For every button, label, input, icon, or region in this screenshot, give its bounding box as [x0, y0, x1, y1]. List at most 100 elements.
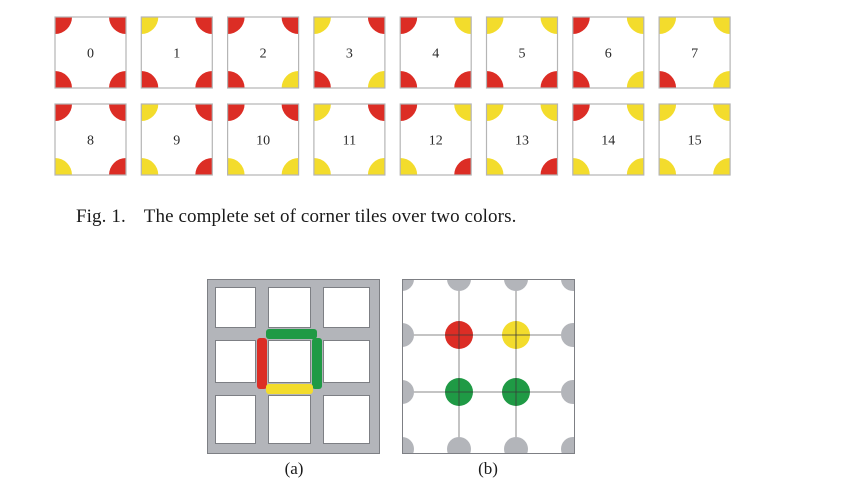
tile-corner: [109, 158, 126, 175]
vertex-disc: [402, 380, 414, 404]
tile-border: [227, 103, 300, 176]
tile-corner: [454, 17, 472, 34]
corner-tile: 12: [399, 103, 472, 176]
edge-tile-diagram: [207, 279, 380, 454]
tile-corner: [227, 17, 245, 34]
tile-corner: [55, 158, 72, 175]
tile-corner: [141, 17, 159, 34]
corner-tile: 4: [399, 16, 472, 89]
tile-corner: [195, 158, 213, 175]
vertex-disc: [561, 323, 575, 347]
vertex-disc: [561, 380, 575, 404]
edge-right: [312, 338, 322, 389]
tile-number: 13: [515, 134, 529, 149]
corner-tile: 3: [313, 16, 386, 89]
vertex-grid: [402, 279, 575, 454]
grid-cell: [215, 395, 256, 444]
tile-corner: [141, 158, 159, 175]
corner-tile: 8: [54, 103, 127, 176]
grid-cell: [215, 340, 256, 383]
tile-corner: [281, 104, 299, 121]
tile-corner: [281, 71, 299, 88]
corner-tile: 11: [313, 103, 386, 176]
tile-corner: [313, 71, 331, 88]
tile-corner: [572, 71, 590, 88]
tile-corner: [572, 17, 590, 34]
subfigure-label-a: (a): [284, 459, 304, 478]
grid-cell: [215, 287, 256, 328]
tile-corner: [626, 158, 644, 175]
tile-corner: [109, 71, 126, 88]
tile-corner: [486, 71, 504, 88]
tile-border: [399, 16, 472, 89]
grid-frame: [207, 279, 380, 454]
tile-border: [485, 103, 559, 176]
tile-border: [140, 16, 213, 89]
tile-corner: [195, 104, 213, 121]
tile-corner: [540, 158, 558, 175]
tile-corner: [195, 71, 213, 88]
tile-number: 11: [343, 134, 356, 149]
tile-corner: [659, 104, 677, 121]
tile-number: 8: [87, 134, 94, 149]
tile-corner: [313, 104, 331, 121]
vertex-disc: [402, 437, 414, 454]
tile-corner: [626, 71, 644, 88]
tile-number: 7: [691, 47, 698, 62]
tile-corner: [141, 71, 159, 88]
tile-corner: [454, 71, 472, 88]
tile-corner: [572, 158, 590, 175]
grid-cell: [323, 340, 370, 383]
corner-tile: 5: [485, 16, 559, 89]
tile-corner: [540, 71, 558, 88]
tile-corner: [367, 17, 385, 34]
tile-border: [54, 103, 127, 176]
edge-left: [257, 338, 267, 389]
tile-corner: [626, 104, 644, 121]
corner-tile: 6: [572, 16, 645, 89]
tile-corner: [55, 71, 72, 88]
tile-number: 4: [432, 47, 439, 62]
tile-border: [485, 16, 559, 89]
grid-cell: [268, 340, 311, 383]
corner-tile: 1: [140, 16, 213, 89]
tile-corner: [713, 104, 731, 121]
tile-border: [658, 16, 731, 89]
caption-number: Fig. 1.: [76, 206, 126, 227]
tile-corner: [486, 104, 504, 121]
tile-corner: [109, 104, 126, 121]
corner-tile: 15: [658, 103, 731, 176]
tile-number: 15: [688, 134, 702, 149]
tile-border: [658, 103, 731, 176]
tile-number: 12: [429, 134, 443, 149]
grid-cell: [268, 395, 311, 444]
tile-corner: [626, 17, 644, 34]
tile-corner: [486, 158, 504, 175]
corner-tile: 0: [54, 16, 127, 89]
tile-number: 0: [87, 47, 94, 62]
grid-cell: [323, 287, 370, 328]
tile-number: 1: [173, 47, 180, 62]
corner-tiles-figure: 0 1 2 3 4 5 6 78 9 10 11 12 13 14 15: [54, 16, 731, 176]
tile-corner: [109, 17, 126, 34]
tile-border: [399, 103, 472, 176]
corner-tile: 2: [227, 16, 300, 89]
tile-corner: [400, 104, 418, 121]
tile-number: 9: [173, 134, 180, 149]
vertex-disc: [447, 279, 471, 291]
vertex-grid-diagram: [402, 279, 575, 454]
vertex-disc: [561, 279, 575, 291]
edge-top: [266, 329, 317, 339]
tile-corner: [400, 158, 418, 175]
tile-corner: [713, 71, 731, 88]
tile-number: 10: [256, 134, 270, 149]
tile-number: 3: [346, 47, 353, 62]
tile-corner: [227, 158, 245, 175]
tile-corner: [659, 17, 677, 34]
tile-border: [572, 16, 645, 89]
tile-border: [572, 103, 645, 176]
tile-corner: [141, 104, 159, 121]
figure-1-caption: Fig. 1. The complete set of corner tiles …: [76, 206, 516, 228]
tile-corner: [454, 104, 472, 121]
tile-corner: [540, 17, 558, 34]
